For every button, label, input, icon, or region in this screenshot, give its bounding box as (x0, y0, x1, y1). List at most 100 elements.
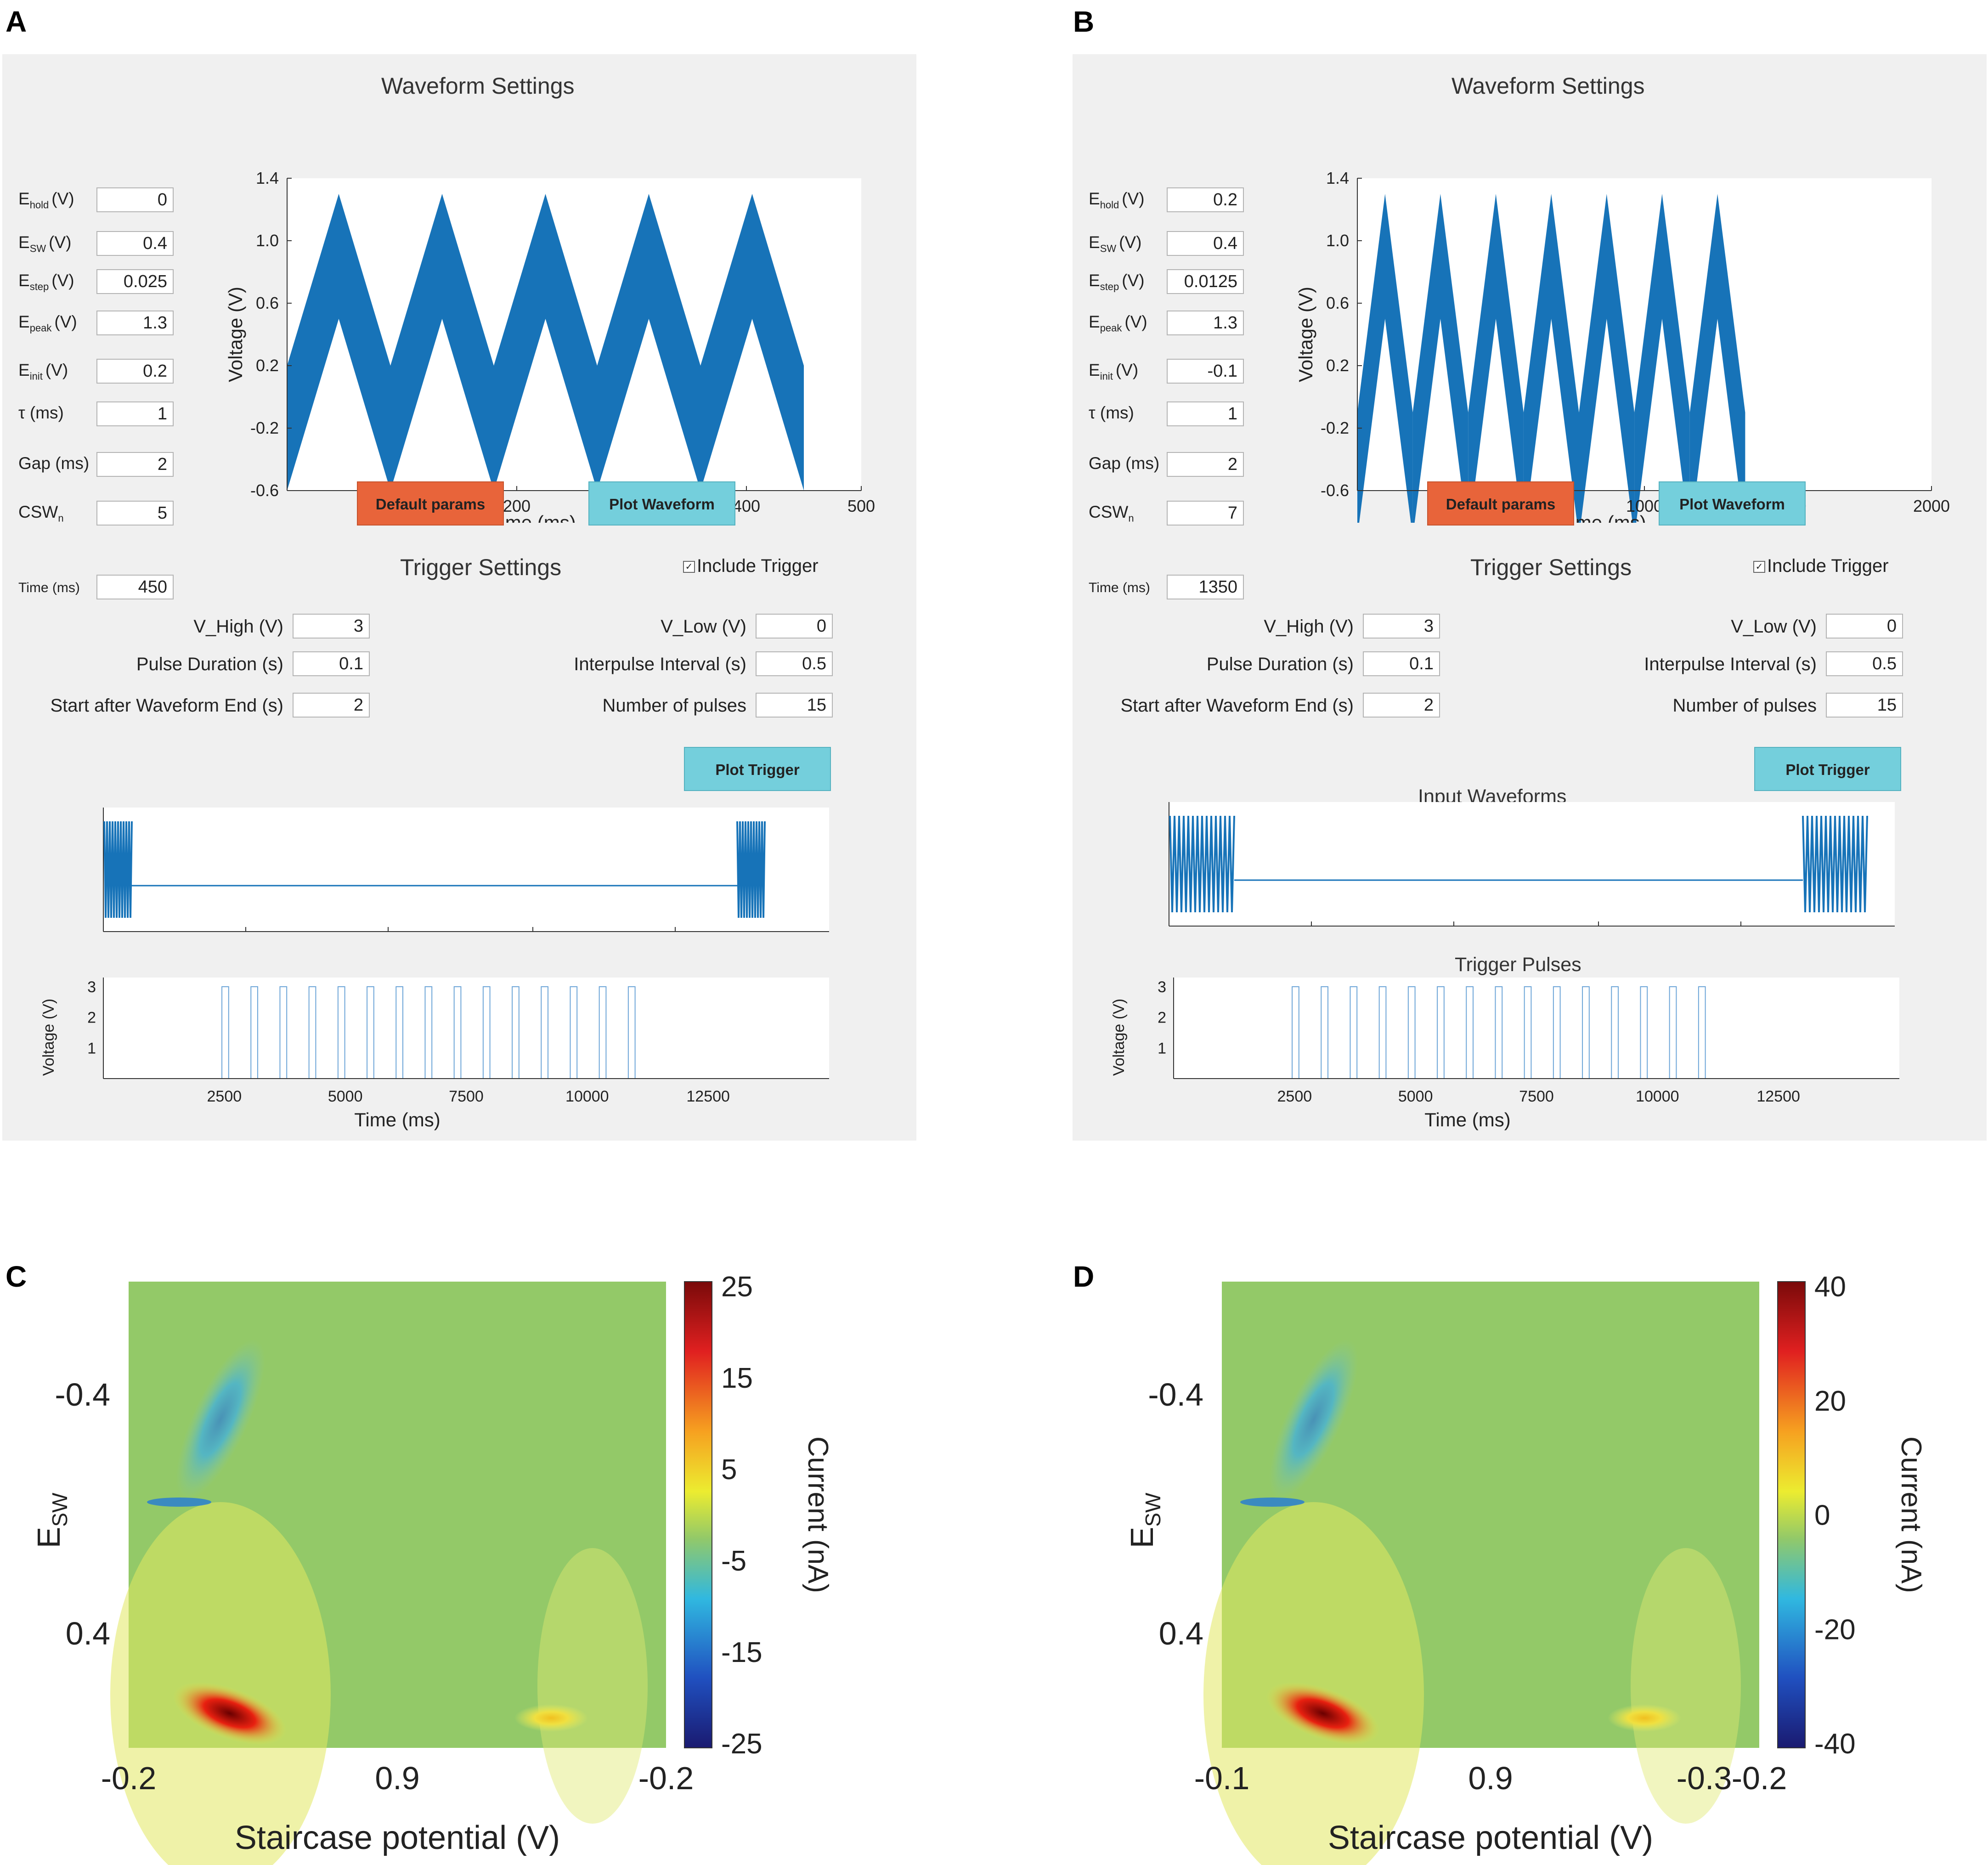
param-label: Time (ms) (18, 580, 83, 598)
param-input[interactable]: 2 (1167, 452, 1244, 477)
y-tick-label: -0.2 (250, 418, 279, 437)
colorbar (684, 1281, 712, 1748)
param-subscript: SW (1100, 243, 1117, 254)
waveform-sweep (494, 194, 597, 491)
positive-secondary (514, 1704, 588, 1732)
param-label: τ (ms) (1089, 403, 1137, 425)
param-input[interactable]: 0.025 (96, 269, 174, 294)
param-input[interactable]: 0.4 (96, 231, 174, 256)
param-label: Gap (ms) (18, 454, 92, 475)
param-symbol: Gap (ms) (1089, 454, 1160, 473)
param-input[interactable]: -0.1 (1167, 359, 1244, 384)
colorbar-label: Current (nA) (1895, 1436, 1927, 1593)
trigger-input[interactable]: 15 (1826, 693, 1903, 718)
trigger-input[interactable]: 0.5 (756, 651, 833, 676)
param-input[interactable]: 1350 (1167, 575, 1244, 599)
plot-trigger-button[interactable]: Plot Trigger (1754, 747, 1901, 791)
colorbar-tick-label: 20 (1814, 1385, 1846, 1417)
trigger-settings-title: Trigger Settings (1470, 554, 1632, 580)
param-input[interactable]: 1.3 (1167, 311, 1244, 335)
param-symbol: CSW (1089, 503, 1129, 521)
plot-waveform-button[interactable]: Plot Waveform (1659, 481, 1806, 526)
plot-trigger-button[interactable]: Plot Trigger (684, 747, 831, 791)
x-tick-label: -0.2 (638, 1760, 694, 1796)
trigger-input[interactable]: 0.5 (1826, 651, 1903, 676)
positive-secondary (1608, 1704, 1681, 1732)
param-input[interactable]: 0.4 (1167, 231, 1244, 256)
param-input[interactable]: 5 (96, 501, 174, 526)
param-input[interactable]: 450 (96, 575, 174, 599)
trigger-label: Number of pulses (602, 695, 746, 716)
param-symbol: E (1089, 271, 1100, 290)
trigger-pulse (1378, 986, 1387, 1079)
default-params-button[interactable]: Default params (1427, 481, 1574, 526)
param-input[interactable]: 0.0125 (1167, 269, 1244, 294)
param-unit: (V) (51, 189, 74, 208)
trigger-pulse (221, 986, 229, 1079)
param-input[interactable]: 0.2 (1167, 187, 1244, 212)
trigger-pulse (599, 986, 607, 1079)
plot-waveform-button[interactable]: Plot Waveform (588, 481, 735, 526)
x-axis-label: Time (ms) (1560, 512, 1646, 523)
trigger-input[interactable]: 3 (1363, 614, 1440, 639)
trigger-pulse (482, 986, 491, 1079)
param-label: CSWn (18, 503, 67, 524)
trigger-pulse (250, 986, 259, 1079)
trigger-input[interactable]: 0.1 (1363, 651, 1440, 676)
param-subscript: step (1100, 281, 1119, 293)
trigger-pulse (1292, 986, 1299, 1079)
x-axis-label: Time (ms) (1424, 1109, 1510, 1130)
input-burst-stroke (130, 821, 133, 918)
param-symbol: E (1089, 312, 1100, 331)
colorbar-tick-label: 0 (1814, 1500, 1830, 1532)
waveform-settings-window-a: Waveform Settings Ehold (V) 0 ESW (V) 0.4 Este… (2, 54, 916, 1141)
include-trigger-checkbox[interactable]: ✓ Include Trigger (683, 556, 819, 576)
trigger-label: V_Low (V) (1731, 616, 1817, 637)
plot-area (1174, 978, 1899, 1079)
waveform-sweep (390, 194, 494, 491)
negative-region (176, 1339, 265, 1500)
x-tick-label: 7500 (1519, 1088, 1554, 1105)
include-trigger-checkbox[interactable]: ✓ Include Trigger (1753, 556, 1889, 576)
param-symbol: E (1089, 233, 1100, 252)
param-subscript: hold (1100, 199, 1119, 211)
param-input[interactable]: 1 (1167, 401, 1244, 426)
positive-peak (173, 1682, 287, 1745)
x-tick-label: 5000 (1398, 1088, 1433, 1105)
trigger-settings-title: Trigger Settings (400, 554, 562, 580)
param-label: Ehold (V) (1089, 189, 1145, 211)
include-trigger-label: Include Trigger (697, 556, 819, 576)
trigger-input[interactable]: 0.1 (293, 651, 370, 676)
trigger-input[interactable]: 3 (293, 614, 370, 639)
y-axis-label: ESW (31, 1492, 72, 1548)
trigger-pulse (279, 986, 288, 1079)
input-waveform-plot (1169, 802, 1895, 927)
trigger-input[interactable]: 15 (756, 693, 833, 718)
trigger-pulse (1495, 986, 1503, 1079)
trigger-input[interactable]: 2 (1363, 693, 1440, 718)
x-axis-label: Staircase potential (V) (235, 1820, 560, 1856)
waveform-settings-window-b: Waveform Settings Ehold (V) 0.2 ESW (V) 0.4 Es… (1073, 54, 1987, 1141)
trigger-input[interactable]: 0 (756, 614, 833, 639)
x-tick-label: 0.9 (375, 1760, 419, 1796)
default-params-button[interactable]: Default params (357, 481, 504, 526)
param-symbol: E (1089, 189, 1100, 208)
trigger-label: Pulse Duration (s) (136, 654, 283, 674)
positive-peak (1266, 1682, 1380, 1745)
trigger-input[interactable]: 0 (1826, 614, 1903, 639)
param-input[interactable]: 0.2 (96, 359, 174, 384)
param-subscript: peak (29, 322, 52, 334)
param-input[interactable]: 0 (96, 187, 174, 212)
trigger-input[interactable]: 2 (293, 693, 370, 718)
param-input[interactable]: 1.3 (96, 311, 174, 335)
param-symbol: E (18, 271, 30, 290)
trigger-label: V_High (V) (193, 616, 283, 637)
param-input[interactable]: 7 (1167, 501, 1244, 526)
trigger-pulse (1582, 986, 1590, 1079)
param-unit: (V) (1124, 312, 1147, 331)
param-input[interactable]: 1 (96, 401, 174, 426)
param-symbol: E (18, 361, 30, 379)
param-label: ESW (V) (18, 233, 71, 254)
positive-wash (1203, 1502, 1424, 1865)
param-input[interactable]: 2 (96, 452, 174, 477)
